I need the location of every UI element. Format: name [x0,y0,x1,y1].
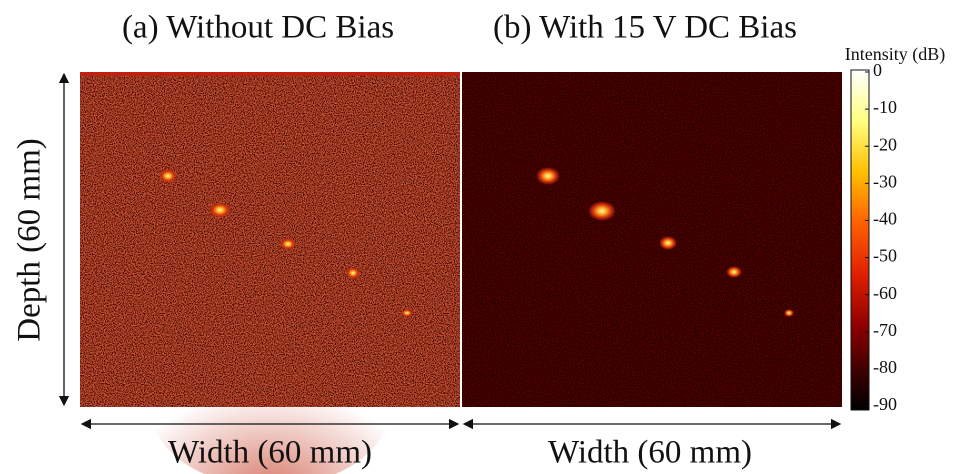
colorbar [850,69,870,411]
axis-arrows [58,72,842,430]
colorbar-tick-label: -60 [873,283,897,303]
panel-b-image [462,72,842,407]
x-axis-label: Width (60 mm) [548,435,752,471]
colorbar-tick-label: -80 [873,357,897,377]
panel-title: (a) Without DC Bias [122,10,394,46]
colorbar-tick-label: -40 [873,209,897,229]
panel-title: (b) With 15 V DC Bias [493,10,797,46]
y-axis-label: Depth (60 mm) [12,138,48,341]
panel-a-image [80,72,460,474]
colorbar-tick-label: 0 [873,60,882,80]
colorbar-tick-label: -30 [873,171,897,191]
colorbar-tick-label: -50 [873,246,897,266]
colorbar-tick-label: -20 [873,134,897,154]
colorbar-tick-label: -10 [873,97,897,117]
x-axis-label: Width (60 mm) [168,435,372,471]
colorbar-tick-label: -70 [873,320,897,340]
colorbar-label: Intensity (dB) [845,44,946,65]
colorbar-tick-label: -90 [873,394,897,414]
